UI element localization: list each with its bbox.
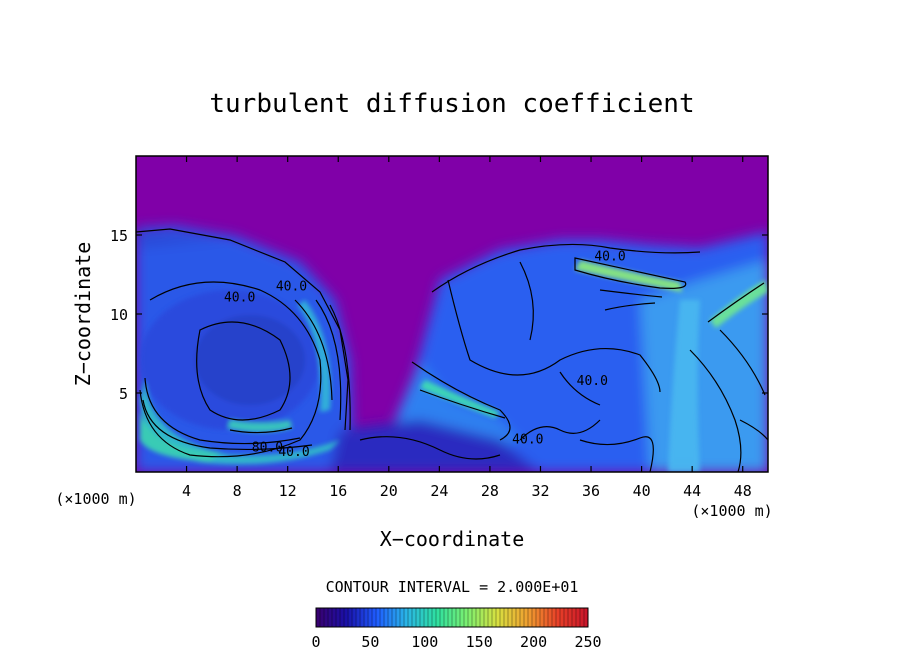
y-axis-label: Z−coordinate: [71, 242, 95, 387]
colorbar-tick-label: 100: [411, 633, 438, 651]
x-tick-label: 24: [430, 482, 448, 500]
x-tick-label: 4: [182, 482, 191, 500]
colorbar-tick-label: 50: [361, 633, 379, 651]
contour-label: 40.0: [276, 279, 307, 294]
colorbar: 0 50 100 150 200 250: [311, 607, 602, 651]
y-tick-label: 15: [110, 227, 128, 245]
contour-label: 80.0: [252, 440, 283, 455]
contour-labels: 40.040.080.040.040.040.040.0: [224, 249, 626, 460]
x-tick-label: 40: [633, 482, 651, 500]
y-axis: 5 10 15: [110, 227, 768, 403]
chart-title: turbulent diffusion coefficient: [209, 89, 694, 119]
x-tick-label: 20: [380, 482, 398, 500]
x-tick-label: 8: [233, 482, 242, 500]
colorbar-tick-label: 0: [311, 633, 320, 651]
y-tick-label: 5: [119, 385, 128, 403]
contour-label: 40.0: [577, 374, 608, 389]
x-tick-label: 32: [531, 482, 549, 500]
contour-label: 40.0: [512, 433, 543, 448]
colorbar-ticks: 0 50 100 150 200 250: [311, 633, 601, 651]
colorbar-tick-label: 150: [466, 633, 493, 651]
x-axis: 4 8 12 16 20 24 28 32 36 40 44 48: [182, 156, 752, 500]
plot-area: 40.040.080.040.040.040.040.0: [136, 156, 768, 472]
colorbar-frame: [315, 607, 589, 628]
contour-interval-label: CONTOUR INTERVAL = 2.000E+01: [326, 578, 579, 596]
turbulence-detail: [140, 260, 768, 472]
x-tick-label: 12: [279, 482, 297, 500]
contour-label: 40.0: [224, 290, 255, 305]
x-axis-label: X−coordinate: [380, 527, 525, 551]
colorbar-stripes: [319, 608, 585, 627]
x-tick-label: 48: [734, 482, 752, 500]
y-tick-label: 10: [110, 306, 128, 324]
x-tick-label: 36: [582, 482, 600, 500]
x-axis-unit-left: (×1000 m): [55, 490, 136, 508]
colorbar-tick-label: 200: [520, 633, 547, 651]
contour-label: 40.0: [278, 445, 309, 460]
x-tick-label: 28: [481, 482, 499, 500]
colorbar-tick-label: 250: [574, 633, 601, 651]
x-tick-label: 16: [329, 482, 347, 500]
contour-lines: [136, 228, 768, 472]
contour-label: 40.0: [594, 249, 625, 264]
x-axis-unit-right: (×1000 m): [691, 502, 772, 520]
x-tick-label: 44: [683, 482, 701, 500]
